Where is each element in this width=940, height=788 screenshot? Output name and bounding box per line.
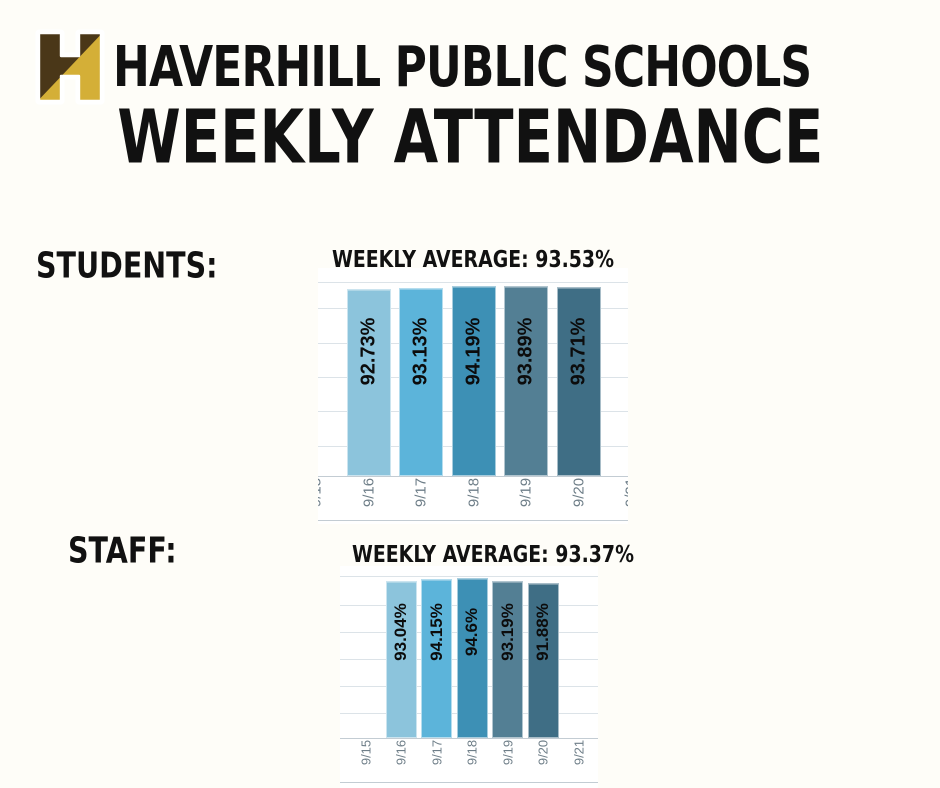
x-axis-tick-label: 9/16 xyxy=(393,739,409,766)
bar-value-label: 94.15% xyxy=(427,603,446,661)
x-axis-tick-label: 9/19 xyxy=(500,739,516,766)
x-axis-line xyxy=(318,476,628,477)
haverhill-h-logo-icon xyxy=(33,28,107,106)
page-subtitle: WEEKLY ATTENDANCE xyxy=(116,95,824,181)
gridline xyxy=(340,576,598,577)
staff-chart-title: WEEKLY AVERAGE: 93.37% xyxy=(352,540,635,568)
students-plot-area: 9/15 92.73% 9/16 93.13% 9/17 94.19% 9/18 93.89%… xyxy=(318,268,628,524)
bar xyxy=(492,581,523,738)
page-header: HAVERHILL PUBLIC SCHOOLS xyxy=(0,22,940,112)
x-axis-tick-label: 9/15 xyxy=(318,477,325,508)
bar-value-label: 94.19% xyxy=(462,317,485,386)
bar xyxy=(452,286,496,476)
chart-bottom-rule xyxy=(318,520,628,521)
x-axis-tick-label: 9/18 xyxy=(465,477,483,508)
bar-value-label: 93.71% xyxy=(567,317,590,386)
students-section-label: STUDENTS: xyxy=(36,245,218,287)
x-axis-tick-label: 9/16 xyxy=(360,477,378,508)
x-axis-tick-label: 9/17 xyxy=(429,739,445,766)
bar xyxy=(557,287,601,476)
students-attendance-chart: 9/15 92.73% 9/16 93.13% 9/17 94.19% 9/18 93.89%… xyxy=(318,268,628,524)
bar-value-label: 93.19% xyxy=(498,603,517,661)
x-axis-tick-label: 9/20 xyxy=(570,477,588,508)
x-axis-tick-label: 9/19 xyxy=(517,477,535,508)
brand-title: HAVERHILL PUBLIC SCHOOLS xyxy=(113,34,812,100)
staff-attendance-chart: 9/15 93.04% 9/16 94.15% 9/17 94.6% 9/18 93.19% 9… xyxy=(340,566,598,788)
bar-value-label: 92.73% xyxy=(357,317,380,386)
x-axis-line xyxy=(340,738,598,739)
x-axis-tick-label: 9/15 xyxy=(358,739,374,766)
page-subtitle-wrap: WEEKLY ATTENDANCE xyxy=(0,101,940,175)
x-axis-tick-label: 9/18 xyxy=(464,739,480,766)
bar xyxy=(386,581,417,738)
bar xyxy=(347,289,391,476)
x-axis-tick-label: 9/17 xyxy=(412,477,430,508)
staff-section-label: STAFF: xyxy=(68,530,177,572)
students-chart-title: WEEKLY AVERAGE: 93.53% xyxy=(332,245,615,273)
bar-value-label: 93.13% xyxy=(409,317,432,386)
x-axis-tick-label: 9/20 xyxy=(535,739,551,766)
bar-value-label: 93.04% xyxy=(391,603,410,661)
x-axis-tick-label: 9/21 xyxy=(622,477,629,508)
bar xyxy=(457,578,488,738)
bar xyxy=(399,288,443,476)
bar-value-label: 91.88% xyxy=(533,603,552,661)
bar xyxy=(421,579,452,738)
staff-plot-area: 9/15 93.04% 9/16 94.15% 9/17 94.6% 9/18 93.19% 9… xyxy=(340,566,598,788)
bar-value-label: 93.89% xyxy=(514,317,537,386)
gridline xyxy=(318,282,628,283)
bar xyxy=(528,583,559,738)
bar xyxy=(504,286,548,476)
bar-value-label: 94.6% xyxy=(462,607,481,657)
x-axis-tick-label: 9/21 xyxy=(571,739,587,766)
chart-bottom-rule xyxy=(340,782,598,783)
